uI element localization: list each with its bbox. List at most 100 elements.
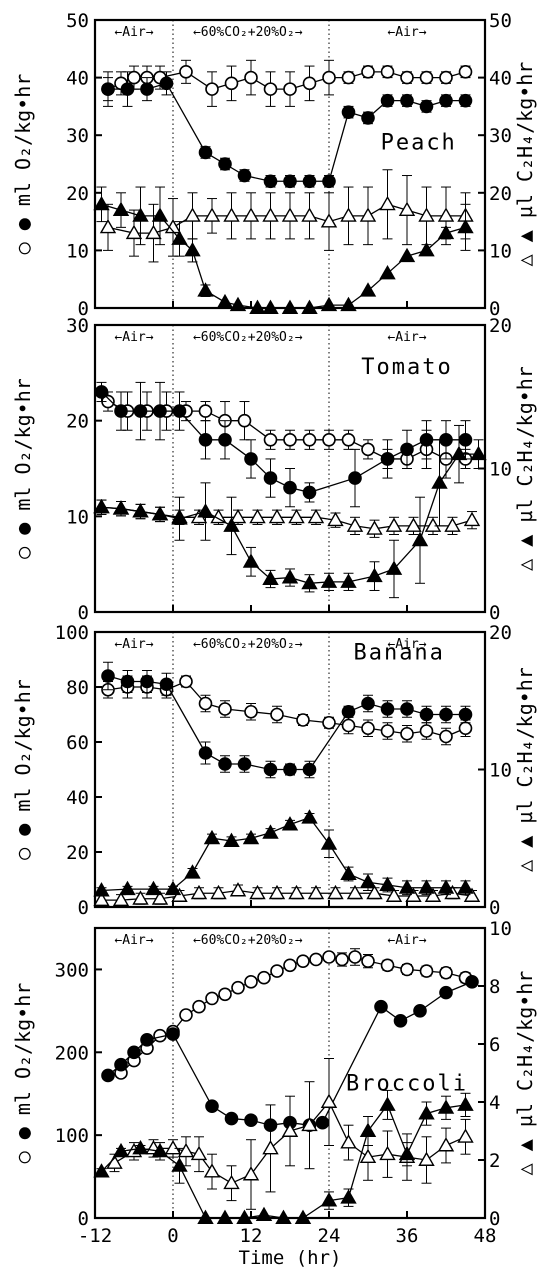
data-point-open-triangle [457, 1128, 474, 1143]
data-point-filled-circle [153, 404, 167, 418]
data-point-filled-triangle [132, 503, 149, 518]
data-point-open-triangle [359, 207, 377, 222]
data-point-open-triangle [145, 224, 162, 240]
data-point-filled-circle [218, 432, 232, 447]
data-point-filled-triangle [301, 574, 318, 590]
phase-label: ←Air→ [387, 637, 426, 652]
data-point-filled-circle [361, 111, 375, 125]
right-tick-label: 8 [489, 976, 500, 998]
phase-label: ←Air→ [114, 330, 153, 345]
data-point-filled-circle [133, 404, 148, 418]
data-point-filled-circle [127, 1045, 141, 1060]
data-point-filled-triangle [359, 282, 377, 297]
data-point-filled-triangle [450, 445, 468, 461]
series-filled-triangle [93, 1089, 474, 1224]
data-point-filled-circle [263, 174, 278, 189]
right-tick-label: 10 [489, 459, 512, 481]
data-point-open-circle [283, 432, 297, 447]
data-point-open-circle [237, 413, 252, 428]
left-tick-label: 60 [66, 732, 89, 754]
data-point-filled-triangle [470, 445, 487, 461]
data-point-filled-circle [205, 1099, 219, 1113]
data-point-filled-triangle [262, 824, 279, 839]
data-point-open-triangle [346, 517, 364, 532]
phase-label: ←Air→ [387, 330, 426, 345]
data-point-filled-circle [114, 404, 128, 418]
data-point-filled-triangle [398, 247, 416, 263]
data-point-open-triangle [125, 224, 143, 240]
data-point-open-circle [205, 991, 219, 1006]
data-point-open-triangle [249, 884, 266, 900]
data-point-filled-triangle [366, 567, 383, 583]
data-point-filled-triangle [418, 1105, 435, 1120]
data-point-filled-circle [439, 93, 453, 108]
data-point-filled-triangle [223, 832, 240, 847]
data-point-filled-triangle [340, 573, 357, 588]
data-point-open-triangle [151, 890, 169, 905]
data-point-filled-triangle [255, 1206, 273, 1222]
data-point-open-triangle [437, 207, 455, 222]
series-filled-triangle [93, 809, 474, 897]
data-point-filled-circle [244, 452, 258, 466]
data-point-filled-circle [341, 105, 356, 119]
data-point-filled-triangle [320, 1192, 338, 1207]
data-point-filled-triangle [197, 282, 214, 297]
data-point-filled-triangle [340, 865, 357, 880]
data-point-filled-circle [172, 404, 187, 418]
data-point-filled-circle [322, 174, 336, 189]
left-tick-label: 100 [55, 622, 89, 644]
data-point-filled-triangle [132, 207, 149, 222]
data-point-filled-circle [400, 93, 414, 108]
y-axis-title-right: △ ▲ µl C₂H₄/kg•hr [513, 667, 537, 872]
data-point-open-triangle [463, 511, 481, 527]
data-point-filled-circle [224, 1111, 239, 1126]
left-tick-label: 30 [66, 125, 89, 147]
phase-label: ←Air→ [114, 933, 153, 948]
data-point-filled-triangle [151, 1142, 169, 1158]
data-point-filled-triangle [132, 1139, 149, 1155]
data-point-open-circle [302, 432, 317, 447]
data-point-open-triangle [210, 884, 227, 900]
data-point-filled-circle [140, 674, 154, 689]
data-point-filled-triangle [203, 829, 221, 845]
data-point-filled-triangle [379, 1096, 396, 1111]
data-point-open-circle [361, 65, 375, 79]
right-tick-label: 0 [489, 897, 500, 919]
data-point-filled-circle [263, 762, 278, 777]
data-point-open-triangle [301, 1116, 318, 1132]
series-open-triangle [93, 498, 481, 538]
right-tick-label: 40 [489, 68, 512, 90]
data-point-filled-triangle [281, 569, 299, 584]
series-open-circle [101, 674, 473, 746]
phase-label: ←Air→ [114, 637, 153, 652]
data-point-open-circle [198, 696, 213, 711]
data-point-filled-circle [361, 696, 375, 711]
data-point-open-circle [348, 950, 362, 964]
y-axis-title-left: ○ ● ml O₂/kg•hr [11, 74, 35, 255]
data-point-open-circle [322, 70, 336, 85]
data-point-filled-circle [237, 757, 252, 771]
data-point-filled-triangle [457, 1096, 474, 1111]
data-point-open-circle [218, 702, 232, 716]
data-point-open-circle [439, 729, 453, 744]
data-point-open-circle [231, 980, 245, 995]
data-point-open-circle [322, 715, 336, 730]
data-point-filled-circle [159, 76, 174, 91]
data-point-open-triangle [379, 1145, 396, 1161]
data-point-open-circle [127, 70, 141, 85]
phase-label: ←60%CO₂+20%O₂→ [193, 25, 303, 40]
data-point-filled-circle [120, 82, 135, 96]
data-point-open-circle [419, 70, 434, 85]
data-point-open-triangle [301, 207, 318, 222]
data-point-filled-triangle [171, 510, 188, 525]
x-tick-label: -12 [78, 1225, 112, 1247]
data-point-filled-triangle [398, 1145, 416, 1161]
data-point-filled-circle [458, 93, 473, 108]
y-axis-title-right: △ ▲ µl C₂H₄/kg•hr [513, 366, 537, 571]
panel-peach: ←Air→ ←60%CO₂+20%O₂→ ←Air→ Peach 0 10 20 30 40 50… [11, 10, 537, 320]
data-point-filled-triangle [320, 573, 338, 588]
data-point-open-circle [419, 964, 434, 978]
data-point-filled-circle [198, 145, 213, 160]
data-point-filled-triangle [301, 809, 318, 824]
data-point-open-triangle [379, 195, 396, 211]
